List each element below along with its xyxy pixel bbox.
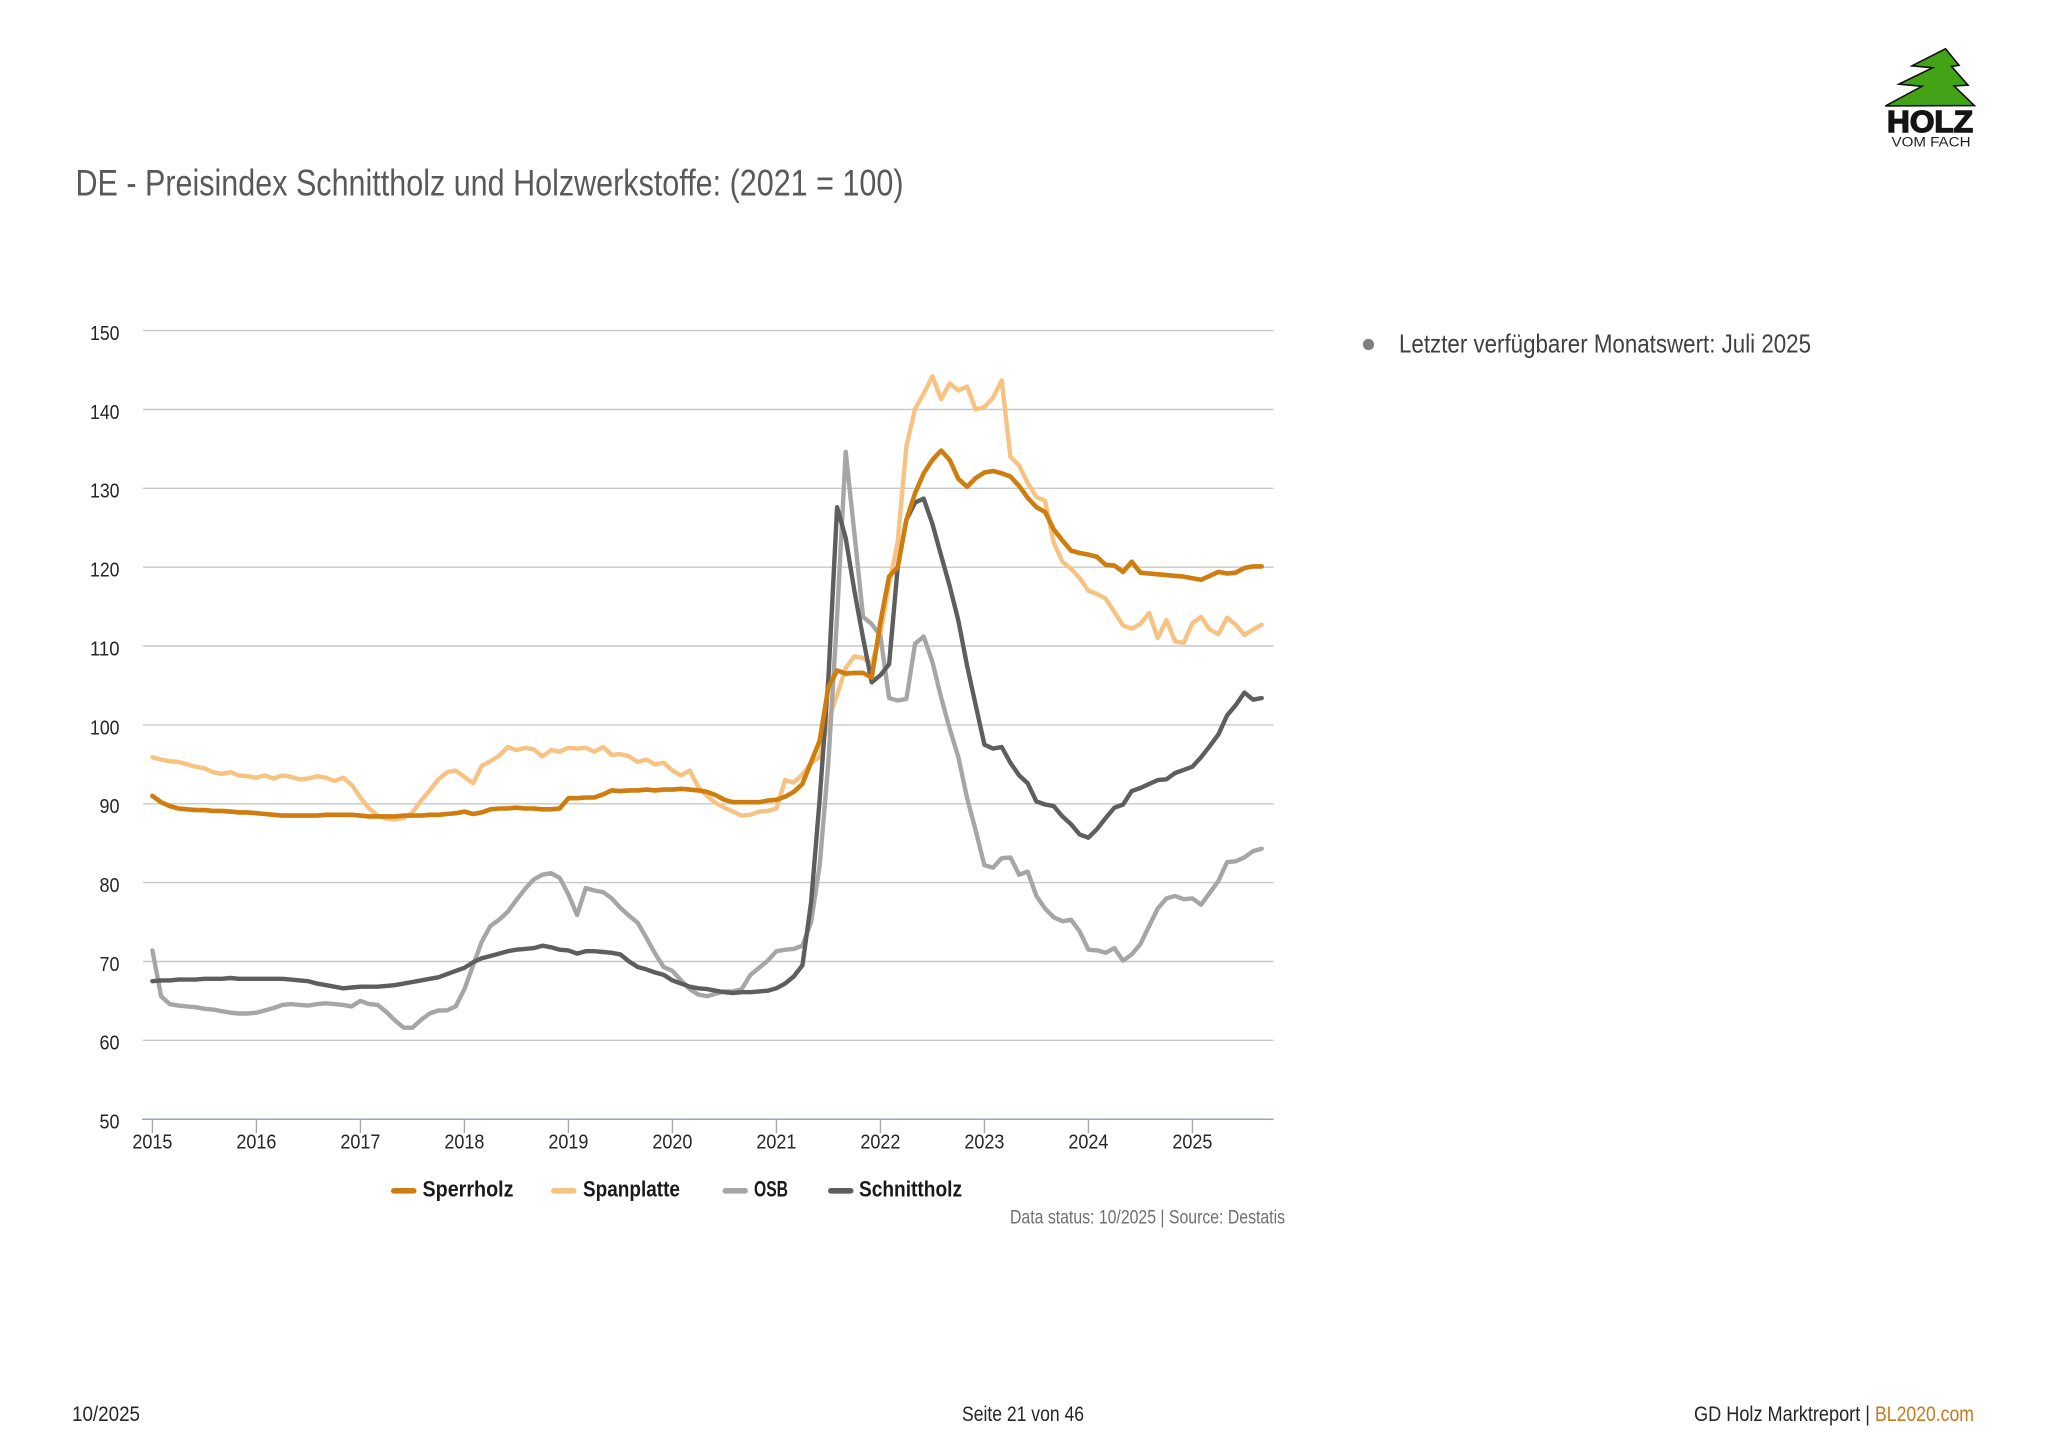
- svg-text:DE - Preisindex Schnittholz un: DE - Preisindex Schnittholz und Holzwerk…: [76, 163, 904, 204]
- svg-text:120: 120: [90, 559, 120, 582]
- svg-text:70: 70: [100, 953, 120, 976]
- svg-text:Letzter verfügbarer Monatswert: Letzter verfügbarer Monatswert: Juli 202…: [1399, 329, 1811, 359]
- svg-text:2017: 2017: [340, 1131, 380, 1154]
- svg-text:2022: 2022: [860, 1131, 900, 1154]
- svg-text:2020: 2020: [652, 1131, 692, 1154]
- svg-text:Seite 21 von 46: Seite 21 von 46: [962, 1403, 1084, 1426]
- svg-text:2021: 2021: [756, 1131, 796, 1154]
- svg-text:Data status: 10/2025 | Source:: Data status: 10/2025 | Source: Destatis: [1010, 1207, 1285, 1229]
- svg-text:GD Holz Marktreport |: GD Holz Marktreport |: [1694, 1403, 1870, 1426]
- svg-text:HOLZ: HOLZ: [1887, 105, 1973, 139]
- svg-text:60: 60: [100, 1032, 120, 1055]
- svg-text:2019: 2019: [548, 1131, 588, 1154]
- svg-text:2025: 2025: [1172, 1131, 1212, 1154]
- svg-text:2018: 2018: [444, 1131, 484, 1154]
- svg-text:10/2025: 10/2025: [72, 1403, 140, 1426]
- svg-text:BL2020.com: BL2020.com: [1875, 1403, 1974, 1426]
- svg-text:VOM FACH: VOM FACH: [1892, 135, 1971, 151]
- svg-text:2016: 2016: [236, 1131, 276, 1154]
- svg-text:50: 50: [100, 1111, 120, 1134]
- svg-text:140: 140: [90, 401, 120, 424]
- svg-text:100: 100: [90, 716, 120, 739]
- svg-text:Spanplatte: Spanplatte: [583, 1177, 680, 1202]
- svg-text:90: 90: [100, 795, 120, 818]
- svg-text:Sperrholz: Sperrholz: [423, 1177, 514, 1202]
- svg-text:80: 80: [100, 874, 120, 897]
- svg-text:2015: 2015: [132, 1131, 172, 1154]
- svg-text:OSB: OSB: [754, 1177, 788, 1202]
- svg-text:Schnittholz: Schnittholz: [859, 1177, 962, 1202]
- svg-text:150: 150: [90, 322, 120, 345]
- svg-text:130: 130: [90, 480, 120, 503]
- svg-text:2023: 2023: [964, 1131, 1004, 1154]
- svg-text:110: 110: [90, 637, 120, 660]
- svg-text:2024: 2024: [1068, 1131, 1108, 1154]
